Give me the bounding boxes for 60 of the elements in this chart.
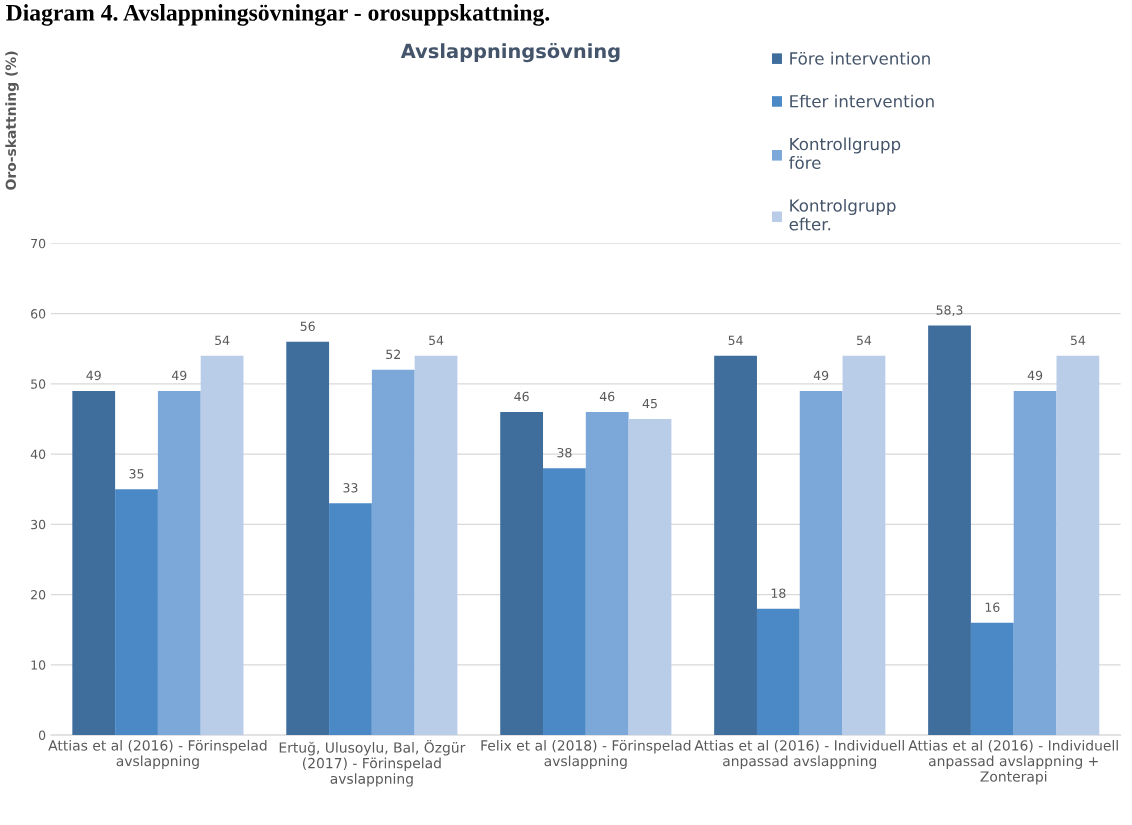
data-label: 49 xyxy=(86,370,101,381)
bar xyxy=(799,390,843,736)
data-label: 35 xyxy=(129,469,144,479)
y-tick-label: 60 xyxy=(31,309,46,319)
data-label: 54 xyxy=(856,335,872,346)
bar xyxy=(200,355,244,736)
text: Diagram 4. Avslappningsövningar - orosuppskattning. xyxy=(6,4,550,26)
data-label: 52 xyxy=(386,349,400,360)
bar xyxy=(72,390,116,736)
bar xyxy=(115,489,158,736)
data-label: 18 xyxy=(771,588,786,598)
bar xyxy=(714,355,757,736)
data-label: 56 xyxy=(300,321,315,331)
bar xyxy=(543,468,586,736)
bar xyxy=(371,369,415,736)
data-label: 45 xyxy=(642,398,657,409)
legend-label: Kontrollgrupp före xyxy=(789,137,901,170)
bar xyxy=(756,608,800,736)
data-label: 54 xyxy=(1070,335,1086,346)
bar xyxy=(628,418,672,736)
data-label: 16 xyxy=(985,602,1000,612)
y-tick-label: 50 xyxy=(31,379,46,389)
y-axis-title: Oro-skattning (%) xyxy=(5,51,19,190)
y-tick-label: 10 xyxy=(31,660,46,670)
bar xyxy=(842,355,886,736)
bar xyxy=(1056,355,1100,736)
data-label: 46 xyxy=(514,391,529,402)
bar xyxy=(585,411,629,736)
data-label: 49 xyxy=(171,370,187,381)
chart-title: Avslappningsövning xyxy=(400,42,620,63)
x-tick-label: Attias et al (2016) - Individuell anpassad avslappning + Zonterapi xyxy=(908,739,1118,785)
bar xyxy=(1013,390,1057,736)
data-label: 46 xyxy=(599,391,615,402)
bar xyxy=(928,325,971,736)
bar xyxy=(286,341,330,736)
y-tick-label: 0 xyxy=(38,730,46,740)
x-tick-label: Attias et al (2016) - Individuell anpassad avslappning xyxy=(694,739,904,769)
y-tick-label: 40 xyxy=(30,449,46,460)
legend-label: Kontrolgrupp efter. xyxy=(789,198,896,231)
data-label: 38 xyxy=(557,447,572,458)
data-label: 58,3 xyxy=(936,305,963,317)
data-label: 54 xyxy=(215,335,230,346)
data-label: 49 xyxy=(1027,370,1043,381)
x-tick-label: Felix et al (2018) - Förinspelad avslappning xyxy=(481,739,691,769)
data-label: 54 xyxy=(728,335,743,346)
bar xyxy=(157,390,201,736)
legend-label: Efter intervention xyxy=(790,94,934,108)
y-tick-label: 20 xyxy=(31,590,46,600)
bar xyxy=(329,503,372,736)
bar xyxy=(414,355,458,736)
bar xyxy=(500,411,544,736)
x-tick-label: Attias et al (2016) - Förinspelad avslappning xyxy=(48,739,267,769)
bar xyxy=(970,622,1014,736)
data-label: 49 xyxy=(813,370,829,381)
data-label: 33 xyxy=(343,483,358,493)
data-label: 54 xyxy=(429,335,444,346)
y-tick-label: 70 xyxy=(31,238,46,249)
legend-label: Före intervention xyxy=(790,51,930,65)
y-tick-label: 30 xyxy=(31,519,46,530)
x-tick-label: Ertuğ, Ulusoylu, Bal, Özgür (2017) - Förinspelad avslappning xyxy=(279,739,466,787)
